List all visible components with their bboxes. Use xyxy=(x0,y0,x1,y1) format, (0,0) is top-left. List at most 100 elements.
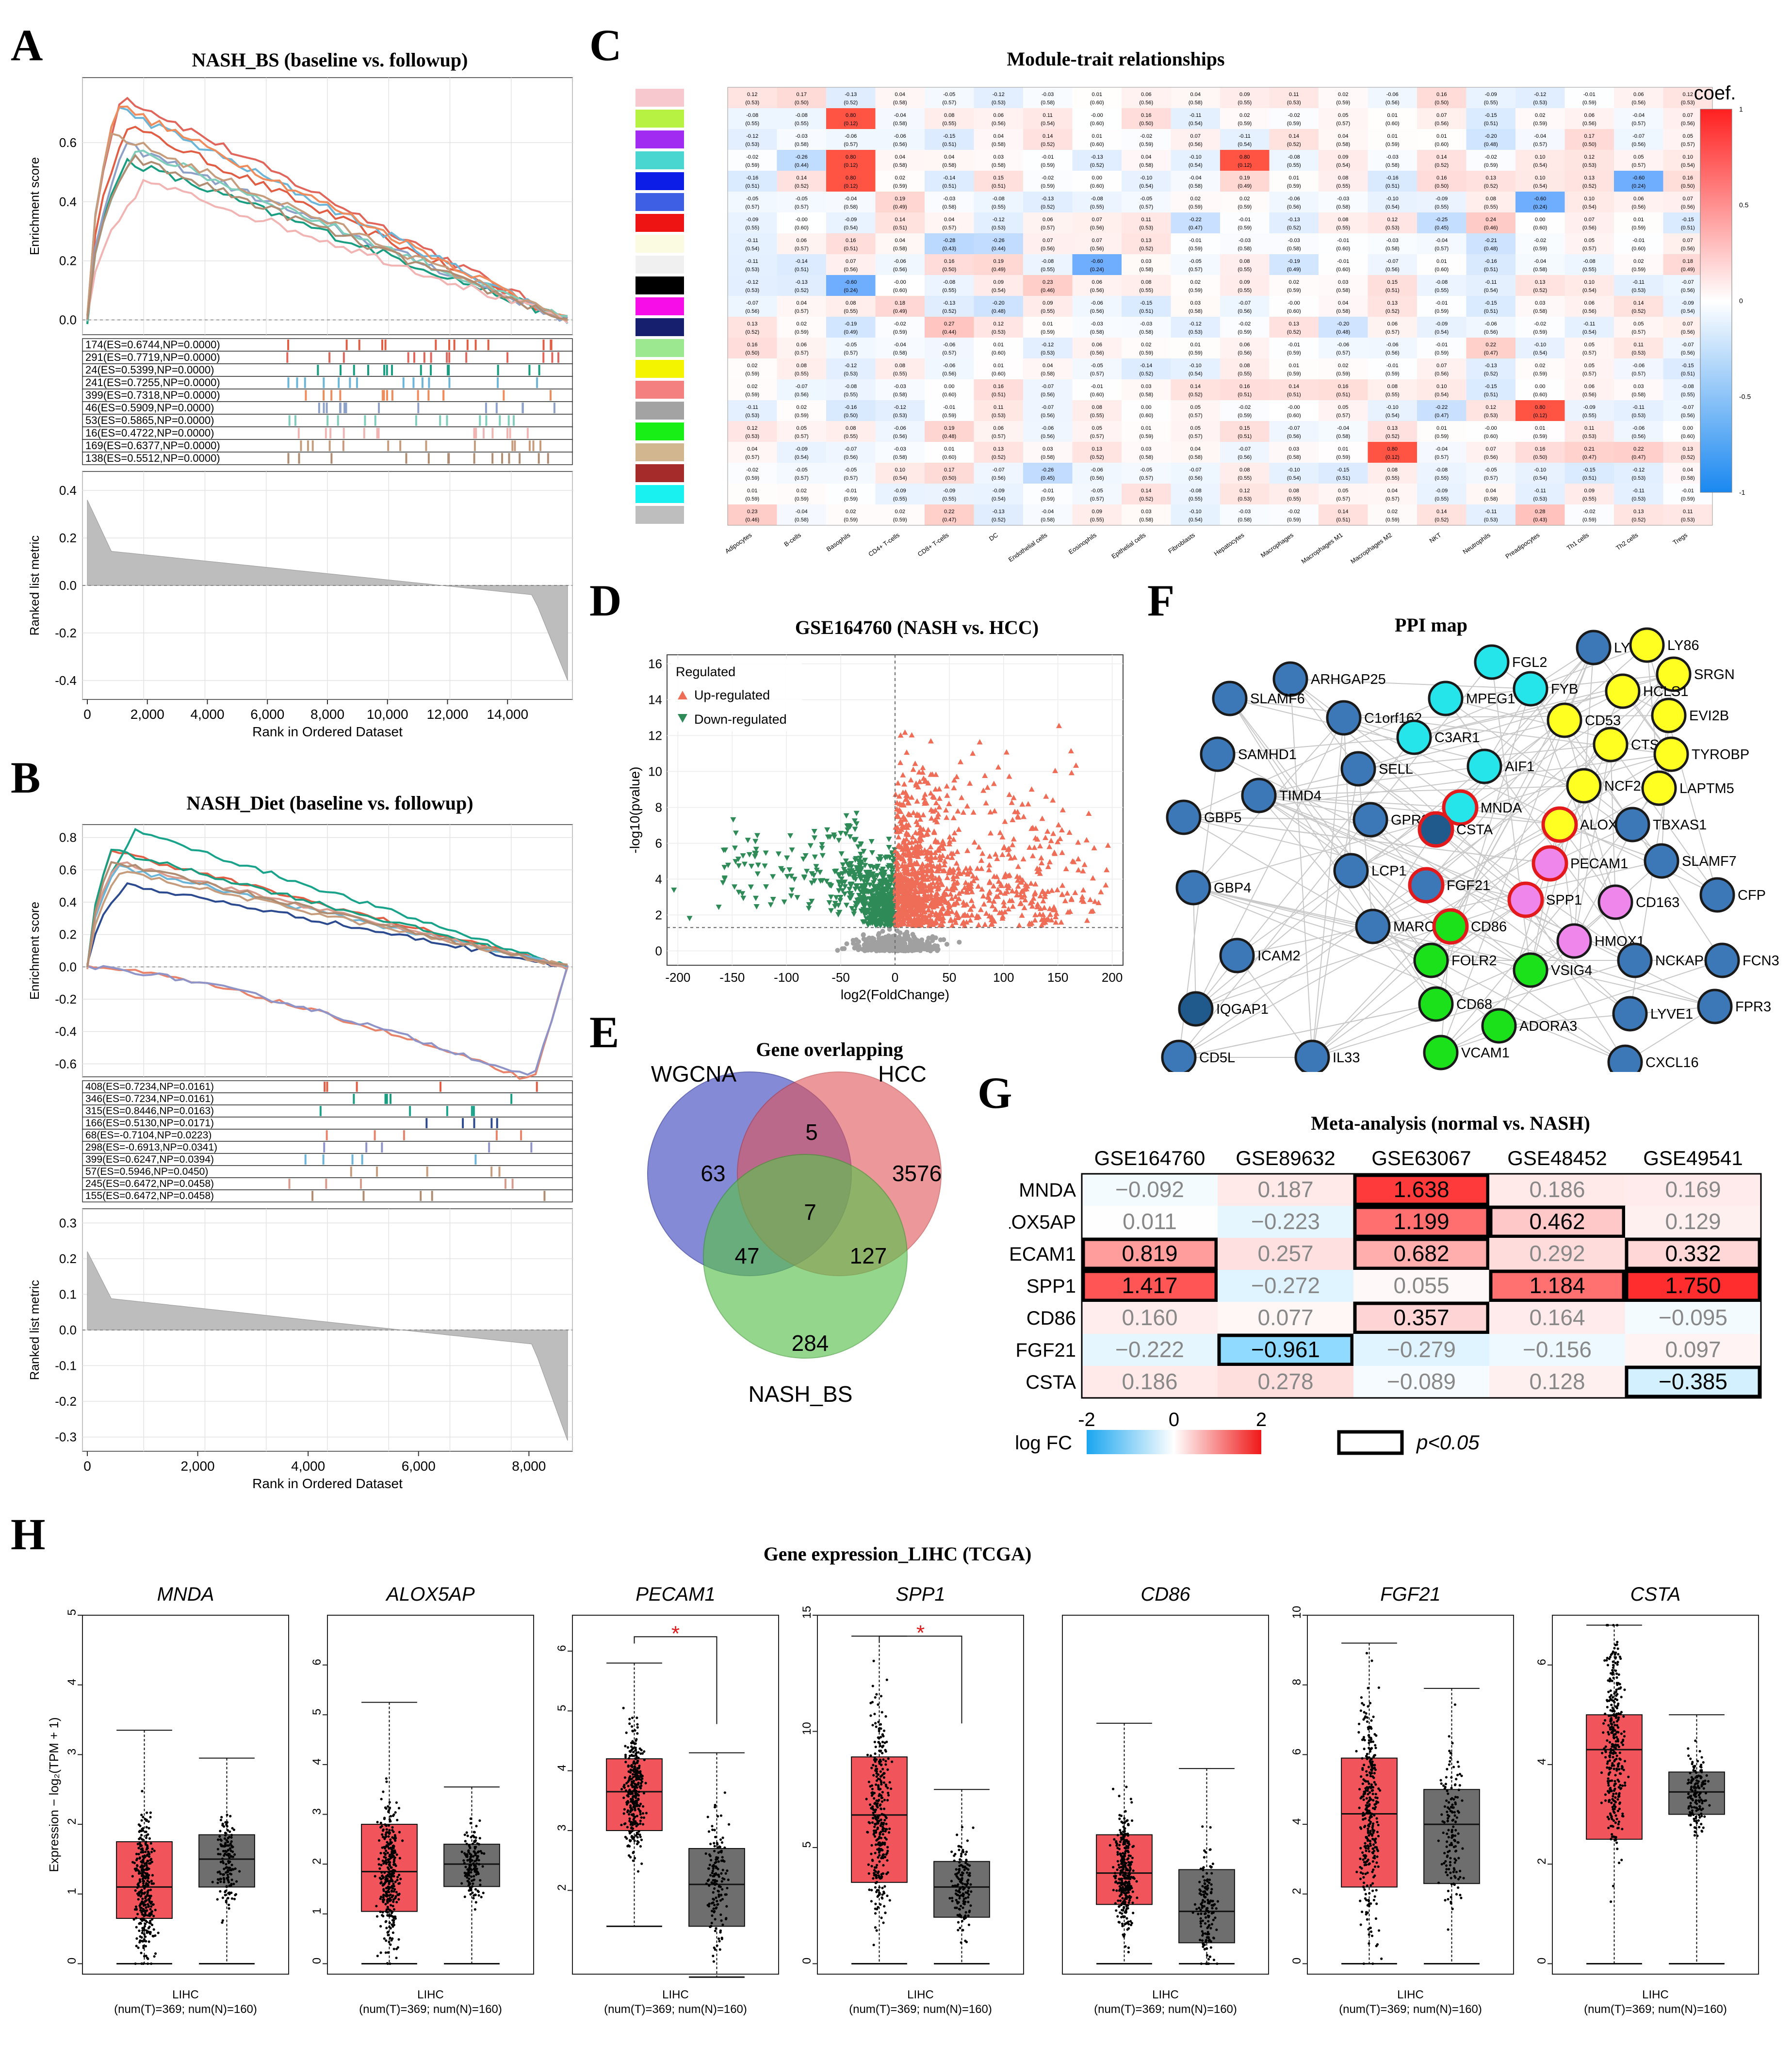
cell-coef: -0.60 xyxy=(1534,196,1546,202)
heatmap-cell xyxy=(875,296,925,317)
cell-pvalue: (0.58) xyxy=(942,204,956,210)
cell-coef: -0.04 xyxy=(1435,238,1448,243)
trait-label: Tregs xyxy=(1672,531,1689,546)
heatmap-cell xyxy=(1220,421,1270,442)
heatmap-cell xyxy=(1171,317,1220,338)
venn-count: 127 xyxy=(850,1243,887,1268)
cell-coef: 0.02 xyxy=(1190,279,1201,285)
point-ns xyxy=(880,939,886,944)
point-up xyxy=(1036,866,1043,872)
heatmap-cell xyxy=(875,233,925,254)
colorbar-tick: -1 xyxy=(1739,488,1745,496)
heatmap-cell xyxy=(1023,421,1073,442)
point-down xyxy=(833,868,839,874)
cell-pvalue: (0.50) xyxy=(1582,142,1597,147)
jitter-point xyxy=(223,1837,227,1840)
point-up xyxy=(928,738,934,744)
column-header: GSE63067 xyxy=(1371,1147,1471,1169)
y-tick-label: 4 xyxy=(310,1758,324,1765)
heatmap-cell xyxy=(974,212,1023,233)
module-color-swatch xyxy=(635,297,684,315)
jitter-point xyxy=(142,1910,145,1913)
jitter-point xyxy=(388,1801,391,1804)
cell-pvalue: (0.54) xyxy=(1582,329,1597,335)
heatmap-cell xyxy=(826,171,876,192)
point-up xyxy=(946,868,953,874)
point-down xyxy=(870,864,876,870)
jitter-point xyxy=(144,1900,147,1903)
cell-pvalue: (0.57) xyxy=(795,308,809,314)
point-up xyxy=(1016,922,1023,928)
jitter-point xyxy=(149,1888,152,1891)
heatmap-cell xyxy=(974,317,1023,338)
point-down xyxy=(755,862,761,868)
point-up xyxy=(933,900,939,906)
jitter-point xyxy=(387,1874,390,1877)
jitter-point xyxy=(221,1857,224,1860)
cell-pvalue: (0.51) xyxy=(1238,434,1252,439)
cell-coef: -0.10 xyxy=(1386,196,1399,202)
cell-pvalue: (0.53) xyxy=(992,413,1006,419)
point-ns xyxy=(927,941,932,946)
jitter-point xyxy=(230,1864,233,1866)
point-down xyxy=(754,871,761,877)
cell-coef: 0.13 xyxy=(1141,238,1151,243)
heatmap-cell xyxy=(925,442,974,463)
point-up xyxy=(1010,817,1016,823)
point-down xyxy=(861,849,867,855)
jitter-point xyxy=(388,1941,391,1944)
cell-pvalue: (0.56) xyxy=(1238,350,1252,356)
point-down xyxy=(840,862,846,868)
point-up xyxy=(986,879,993,885)
cell-coef: -0.01 xyxy=(845,488,857,494)
jitter-point xyxy=(140,1838,144,1841)
point-up xyxy=(963,919,970,925)
point-ns xyxy=(944,941,949,947)
cell-pvalue: (0.52) xyxy=(1139,246,1153,252)
ppi-node xyxy=(1333,853,1369,889)
point-down xyxy=(784,855,790,861)
jitter-point xyxy=(224,1894,227,1897)
jitter-point xyxy=(392,1844,395,1847)
cell-pvalue: (0.54) xyxy=(893,475,907,481)
point-up xyxy=(939,922,945,927)
ppi-node-label: FYB xyxy=(1551,681,1578,697)
logfc-label: log FC xyxy=(1015,1432,1072,1454)
cell-coef: 0.02 xyxy=(747,363,757,369)
ppi-node-label: CD86 xyxy=(1471,919,1507,935)
cell-coef: 0.04 xyxy=(1141,154,1151,160)
jitter-point xyxy=(147,1874,150,1877)
meta-value: −0.089 xyxy=(1387,1369,1456,1394)
cell-pvalue: (0.57) xyxy=(1090,371,1104,377)
jitter-point xyxy=(226,1814,228,1817)
cell-pvalue: (0.58) xyxy=(1139,392,1153,398)
panel-letter-e: E xyxy=(589,1007,619,1057)
jitter-point xyxy=(386,1962,389,1965)
heatmap-cell xyxy=(875,192,925,212)
y-tick-label: 1 xyxy=(65,1888,79,1894)
cell-pvalue: (0.50) xyxy=(745,350,759,356)
cell-coef: -0.05 xyxy=(943,92,955,97)
legend-entry: 315(ES=0.8446,NP=0.0163) xyxy=(85,1105,214,1117)
ppi-node xyxy=(1423,1035,1459,1071)
ppi-node xyxy=(1605,673,1641,709)
hit-row xyxy=(82,338,573,352)
point-up xyxy=(921,876,928,881)
jitter-point xyxy=(228,1872,231,1875)
cell-pvalue: (0.52) xyxy=(1287,142,1301,147)
jitter-point xyxy=(144,1945,147,1947)
heatmap-cell xyxy=(1466,87,1515,108)
cell-pvalue: (0.59) xyxy=(1238,225,1252,231)
meta-cell xyxy=(1082,1238,1218,1270)
cell-coef: 0.02 xyxy=(1387,509,1398,515)
cell-coef: 0.12 xyxy=(747,425,757,431)
cell-coef: -0.02 xyxy=(1288,113,1300,118)
cell-pvalue: (0.58) xyxy=(1139,454,1153,460)
heatmap-cell xyxy=(1171,442,1220,463)
point-up xyxy=(949,854,955,860)
heatmap-cell xyxy=(1515,463,1565,484)
point-up xyxy=(997,889,1004,895)
cell-coef: 0.03 xyxy=(1633,384,1644,389)
cell-coef: -0.12 xyxy=(746,279,758,285)
point-down xyxy=(735,890,742,895)
